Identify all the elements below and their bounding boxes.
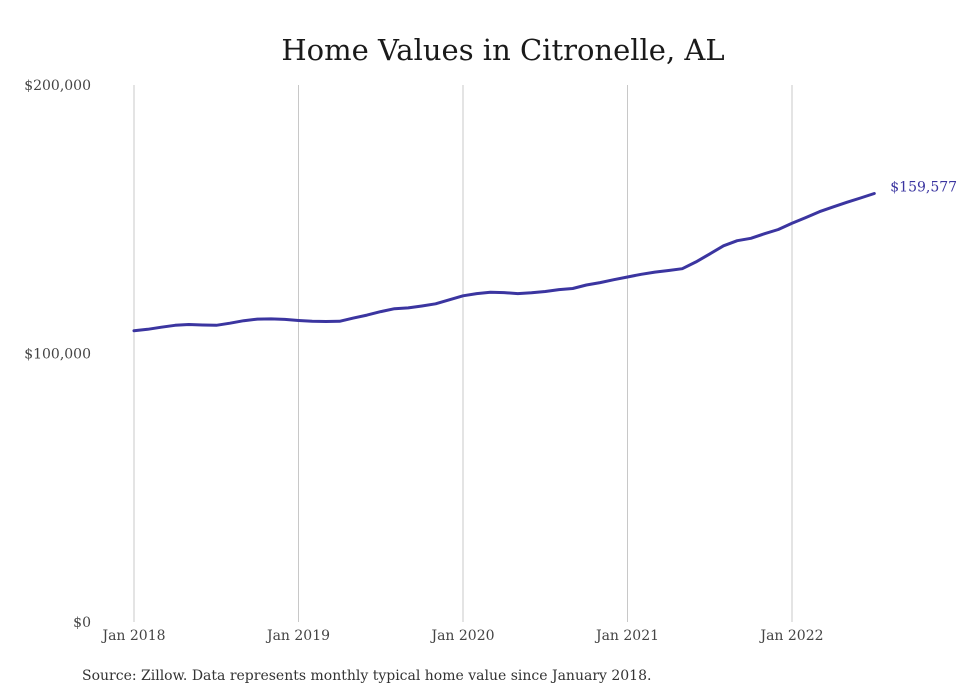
data-point	[188, 323, 190, 325]
y-tick-label: $0	[73, 615, 91, 631]
data-point	[859, 197, 861, 199]
data-point	[695, 261, 697, 263]
data-point	[297, 319, 299, 321]
data-point	[599, 281, 601, 283]
data-point	[270, 318, 272, 320]
data-point	[654, 271, 656, 273]
data-point	[736, 240, 738, 242]
series-line	[132, 192, 876, 333]
data-point	[325, 320, 327, 322]
data-point	[585, 284, 587, 286]
data-point	[681, 268, 683, 270]
data-point	[709, 253, 711, 255]
data-point	[476, 292, 478, 294]
data-point	[243, 320, 245, 322]
data-point	[667, 269, 669, 271]
data-point	[462, 295, 464, 297]
data-point	[215, 324, 217, 326]
data-point	[284, 318, 286, 320]
data-point	[311, 320, 313, 322]
data-point	[380, 310, 382, 312]
data-point	[517, 292, 519, 294]
data-point	[572, 287, 574, 289]
data-point	[777, 228, 779, 230]
data-point	[201, 324, 203, 326]
x-tick-label: Jan 2018	[100, 628, 165, 644]
data-point	[613, 279, 615, 281]
data-point	[133, 330, 135, 332]
data-point	[174, 324, 176, 326]
data-point	[722, 245, 724, 247]
data-point	[750, 237, 752, 239]
data-point	[352, 317, 354, 319]
data-point	[229, 322, 231, 324]
data-point	[818, 211, 820, 213]
data-point	[846, 201, 848, 203]
data-point	[147, 328, 149, 330]
series-group	[132, 192, 876, 333]
x-tick-label: Jan 2019	[265, 628, 330, 644]
chart-title: Home Values in Citronelle, AL	[281, 33, 724, 67]
data-point	[338, 320, 340, 322]
gridlines	[133, 85, 793, 622]
data-point	[530, 292, 532, 294]
data-point	[805, 216, 807, 218]
data-point	[832, 206, 834, 208]
data-point	[558, 288, 560, 290]
data-point	[763, 233, 765, 235]
data-point	[626, 276, 628, 278]
data-point	[489, 291, 491, 293]
data-point	[434, 303, 436, 305]
x-tick-label: Jan 2022	[758, 628, 823, 644]
x-axis-ticks: Jan 2018 Jan 2019 Jan 2020 Jan 2021 Jan 2022	[100, 628, 823, 644]
data-point	[160, 326, 162, 328]
data-point	[544, 290, 546, 292]
data-point	[421, 305, 423, 307]
data-point	[407, 307, 409, 309]
data-point	[503, 291, 505, 293]
y-tick-label: $100,000	[24, 347, 91, 363]
x-tick-label: Jan 2020	[429, 628, 494, 644]
y-axis-ticks: $0 $100,000 $200,000	[24, 78, 91, 631]
data-point	[256, 318, 258, 320]
y-tick-label: $200,000	[24, 78, 91, 94]
data-point	[640, 273, 642, 275]
data-point	[393, 308, 395, 310]
data-point	[366, 314, 368, 316]
data-point	[873, 192, 875, 194]
data-point	[448, 299, 450, 301]
x-tick-label: Jan 2021	[594, 628, 659, 644]
source-note: Source: Zillow. Data represents monthly …	[82, 668, 652, 684]
end-label-group: $159,577	[890, 180, 957, 196]
data-point	[791, 222, 793, 224]
end-value-label: $159,577	[890, 180, 957, 196]
